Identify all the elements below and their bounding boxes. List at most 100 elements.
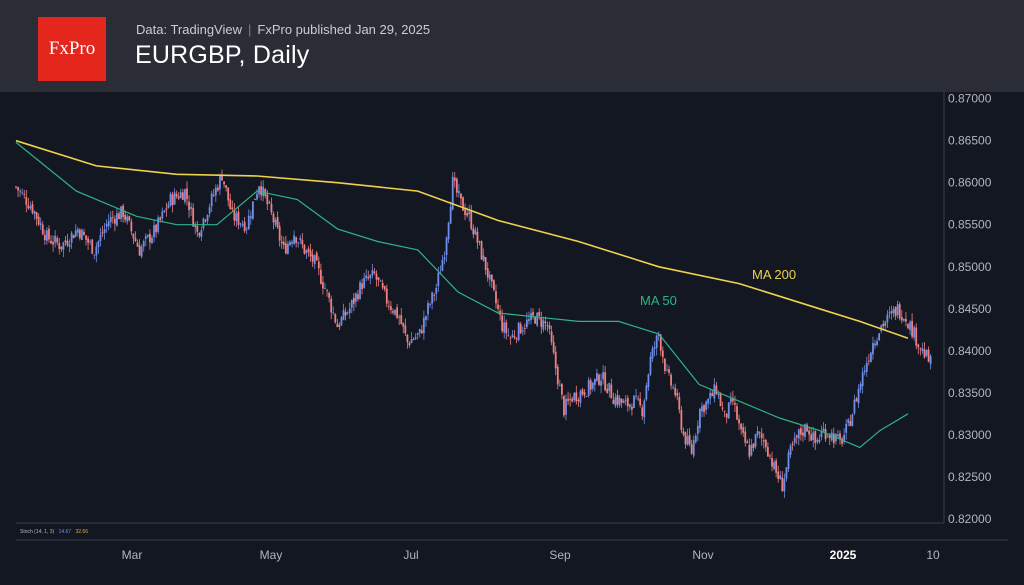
candle-body <box>322 282 324 289</box>
candle-body <box>742 427 745 433</box>
candle-body <box>573 392 576 401</box>
candle-body <box>151 237 153 244</box>
candle-body <box>857 388 860 404</box>
candle-body <box>495 291 497 304</box>
candle-body <box>235 213 238 221</box>
candle-body <box>917 344 920 348</box>
candle-body <box>670 374 672 386</box>
candle-body <box>311 254 314 262</box>
time-tick-label: Jul <box>403 548 418 562</box>
candle-body <box>350 300 353 308</box>
candle-body <box>610 384 613 399</box>
candle-body <box>113 218 116 224</box>
candle-body <box>521 330 524 332</box>
candle-body <box>163 210 166 212</box>
ma50-label: MA 50 <box>640 293 677 308</box>
candle-body <box>15 186 17 188</box>
ma50-line <box>15 141 909 449</box>
candle-body <box>109 217 112 222</box>
candle-body <box>600 380 602 386</box>
candle-body <box>641 407 644 417</box>
candle-body <box>748 444 751 457</box>
candle-body <box>276 217 279 228</box>
stoch-label: Stoch (14, 1, 3) 14.67 32.66 <box>20 529 88 535</box>
candle-body <box>460 193 462 199</box>
candle-body <box>171 194 174 206</box>
candle-body <box>705 401 707 410</box>
candle-body <box>538 311 541 316</box>
candle-body <box>795 435 798 438</box>
candle-body <box>124 214 127 220</box>
candle-body <box>377 277 380 281</box>
candle-body <box>31 204 34 213</box>
candle-body <box>177 196 180 199</box>
data-source: Data: TradingView <box>136 22 242 37</box>
candle-body <box>464 209 466 216</box>
candle-body <box>328 293 331 298</box>
candle-body <box>659 334 662 351</box>
candle-body <box>715 385 718 394</box>
candle-body <box>867 360 870 362</box>
candle-body <box>252 201 254 219</box>
candle-body <box>635 395 637 397</box>
time-tick-label: Nov <box>692 548 713 562</box>
candle-body <box>58 243 61 249</box>
candle-body <box>577 399 580 402</box>
candle-body <box>616 394 619 405</box>
candle-body <box>540 317 543 327</box>
price-tick-label: 0.86500 <box>948 134 992 148</box>
candle-body <box>476 231 479 243</box>
candle-body <box>357 294 359 300</box>
candle-body <box>204 220 207 221</box>
candle-body <box>682 431 685 435</box>
candle-body <box>105 224 108 227</box>
candle-body <box>260 186 263 196</box>
candle-body <box>812 432 815 440</box>
candle-body <box>902 318 905 321</box>
candle-body <box>550 331 553 343</box>
candle-body <box>19 190 22 192</box>
candle-body <box>699 408 701 429</box>
candle-body <box>23 194 26 195</box>
candle-body <box>435 288 438 294</box>
candle-body <box>725 413 728 418</box>
candle-body <box>200 230 203 237</box>
candle-body <box>313 255 316 265</box>
candle-body <box>355 293 357 302</box>
candle-body <box>905 318 907 322</box>
candle-body <box>381 282 384 288</box>
candle-body <box>41 224 44 235</box>
candle-body <box>225 185 228 188</box>
candle-body <box>606 388 609 393</box>
candle-body <box>688 434 691 445</box>
candle-body <box>35 212 38 219</box>
candle-body <box>598 374 600 385</box>
candle-body <box>348 308 351 314</box>
candle-body <box>734 402 736 405</box>
candle-body <box>161 211 164 219</box>
candle-body <box>249 216 252 219</box>
candle-body <box>927 349 930 362</box>
candle-body <box>274 219 277 225</box>
candle-body <box>758 432 761 433</box>
candle-body <box>72 235 75 239</box>
candle-body <box>422 317 425 334</box>
candle-body <box>637 398 640 400</box>
candle-body <box>216 187 219 191</box>
candle-body <box>618 397 621 406</box>
candle-body <box>501 315 504 332</box>
candle-body <box>206 214 209 222</box>
candle-body <box>791 443 794 445</box>
candle-body <box>826 436 829 438</box>
candle-body <box>412 339 415 340</box>
candle-body <box>711 393 714 397</box>
candle-body <box>517 322 520 341</box>
candle-body <box>478 241 481 243</box>
candle-body <box>398 316 401 318</box>
candle-body <box>400 315 403 324</box>
candle-body <box>756 430 759 435</box>
candle-body <box>762 440 765 442</box>
candle-body <box>752 443 755 448</box>
candle-body <box>655 335 658 349</box>
candle-body <box>591 382 594 389</box>
